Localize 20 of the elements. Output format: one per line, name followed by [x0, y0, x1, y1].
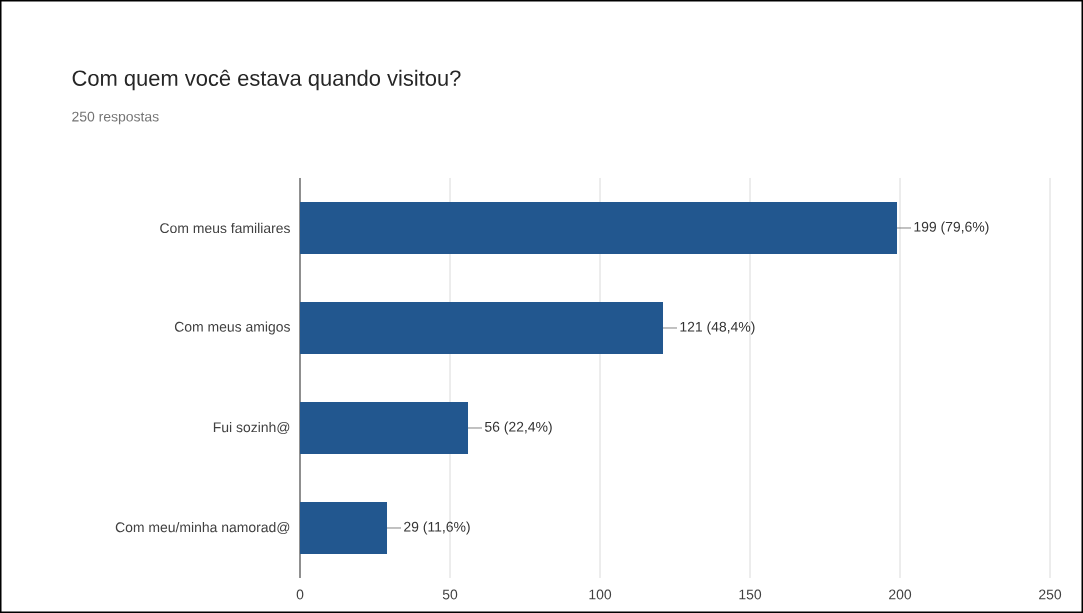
bar: [300, 401, 469, 454]
x-tick-label: 250: [1039, 589, 1062, 600]
bar: [300, 301, 664, 354]
bar: [300, 201, 898, 254]
x-tick-label: 150: [739, 589, 762, 600]
x-tick-label: 0: [296, 589, 304, 600]
data-label: 121 (48,4%): [680, 321, 755, 335]
chart-title: Com quem você estava quando visitou?: [72, 69, 461, 91]
data-label: 56 (22,4%): [484, 421, 552, 435]
data-label: 29 (11,6%): [404, 521, 470, 535]
y-tick-label: Com meus amigos: [174, 321, 290, 335]
data-label: 199 (79,6%): [914, 221, 989, 235]
x-tick-label: 200: [889, 589, 912, 600]
y-tick-label: Com meus familiares: [160, 222, 290, 234]
x-tick-label: 100: [589, 589, 612, 600]
y-tick-label: Com meu/minha namorad@: [115, 521, 290, 534]
x-tick-label: 50: [442, 589, 458, 600]
bar: [300, 501, 388, 554]
y-tick-label: Fui sozinh@: [213, 421, 290, 434]
text: 250 respostas: [72, 111, 159, 125]
